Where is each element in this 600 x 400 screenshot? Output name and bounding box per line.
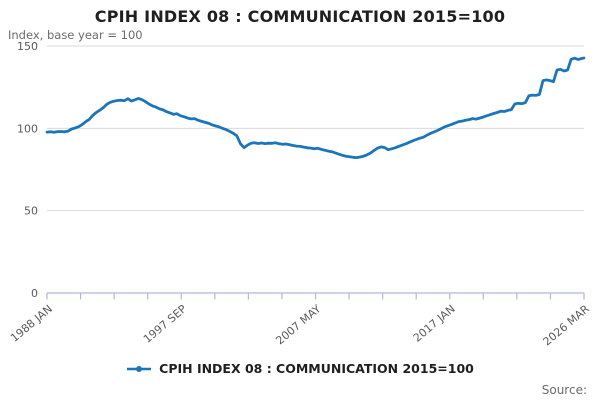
- y-tick-label: 0: [31, 287, 38, 300]
- legend-label: CPIH INDEX 08 : COMMUNICATION 2015=100: [159, 361, 474, 376]
- y-tick-label: 100: [17, 122, 38, 135]
- x-tick-label: 2026 MAR: [541, 302, 593, 348]
- x-tick-label: 1988 JAN: [8, 302, 55, 344]
- x-tick-label: 1997 SEP: [141, 302, 190, 346]
- chart-title: CPIH INDEX 08 : COMMUNICATION 2015=100: [94, 7, 506, 26]
- x-tick-label: 2007 MAY: [273, 302, 323, 347]
- x-tick-label: 2017 JAN: [411, 302, 458, 344]
- source-note: Source:: [541, 383, 587, 397]
- y-tick-label: 50: [24, 205, 38, 218]
- legend: CPIH INDEX 08 : COMMUNICATION 2015=100: [0, 361, 600, 376]
- y-tick-label: 150: [17, 40, 38, 53]
- series-line: [45, 56, 586, 160]
- legend-line-marker-icon: [127, 365, 152, 372]
- chart-subtitle: Index, base year = 100: [8, 28, 143, 42]
